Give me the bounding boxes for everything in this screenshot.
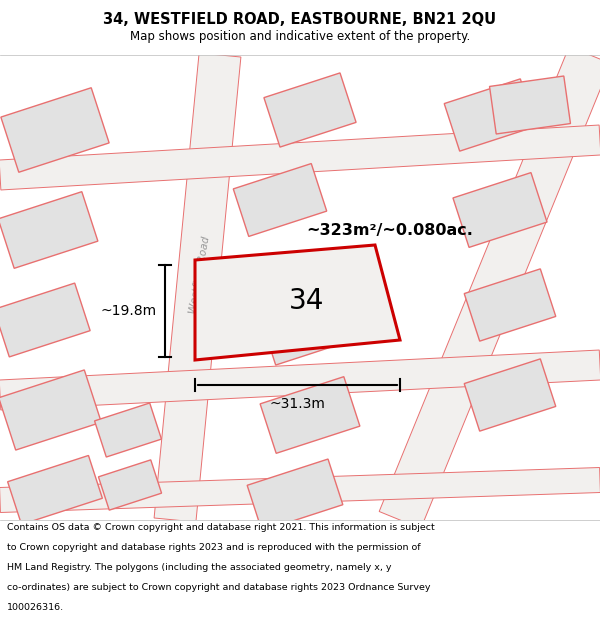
Polygon shape (464, 359, 556, 431)
Text: Westfield Road: Westfield Road (188, 236, 212, 314)
Polygon shape (154, 53, 241, 522)
Polygon shape (259, 285, 361, 365)
Polygon shape (379, 46, 600, 529)
Polygon shape (260, 377, 360, 453)
Text: ~31.3m: ~31.3m (269, 397, 325, 411)
Polygon shape (0, 192, 98, 268)
Polygon shape (95, 403, 161, 457)
Text: ~323m²/~0.080ac.: ~323m²/~0.080ac. (307, 222, 473, 238)
Text: Map shows position and indicative extent of the property.: Map shows position and indicative extent… (130, 30, 470, 43)
Polygon shape (8, 456, 103, 524)
Text: 34, WESTFIELD ROAD, EASTBOURNE, BN21 2QU: 34, WESTFIELD ROAD, EASTBOURNE, BN21 2QU (103, 12, 497, 27)
Polygon shape (464, 269, 556, 341)
Text: 100026316.: 100026316. (7, 603, 64, 612)
Polygon shape (233, 164, 327, 236)
Polygon shape (98, 460, 161, 510)
Polygon shape (264, 73, 356, 147)
Polygon shape (0, 350, 600, 410)
Text: Contains OS data © Crown copyright and database right 2021. This information is : Contains OS data © Crown copyright and d… (7, 523, 435, 532)
Text: co-ordinates) are subject to Crown copyright and database rights 2023 Ordnance S: co-ordinates) are subject to Crown copyr… (7, 583, 431, 592)
Polygon shape (0, 370, 101, 450)
Polygon shape (490, 76, 571, 134)
Polygon shape (0, 468, 600, 512)
Polygon shape (0, 283, 90, 357)
Polygon shape (444, 79, 536, 151)
Polygon shape (453, 173, 547, 248)
Text: 34: 34 (289, 288, 324, 315)
Polygon shape (1, 88, 109, 172)
Text: HM Land Registry. The polygons (including the associated geometry, namely x, y: HM Land Registry. The polygons (includin… (7, 563, 392, 572)
Text: to Crown copyright and database rights 2023 and is reproduced with the permissio: to Crown copyright and database rights 2… (7, 543, 421, 552)
Polygon shape (247, 459, 343, 531)
Polygon shape (0, 125, 600, 190)
Polygon shape (195, 245, 400, 360)
Text: ~19.8m: ~19.8m (101, 304, 157, 318)
